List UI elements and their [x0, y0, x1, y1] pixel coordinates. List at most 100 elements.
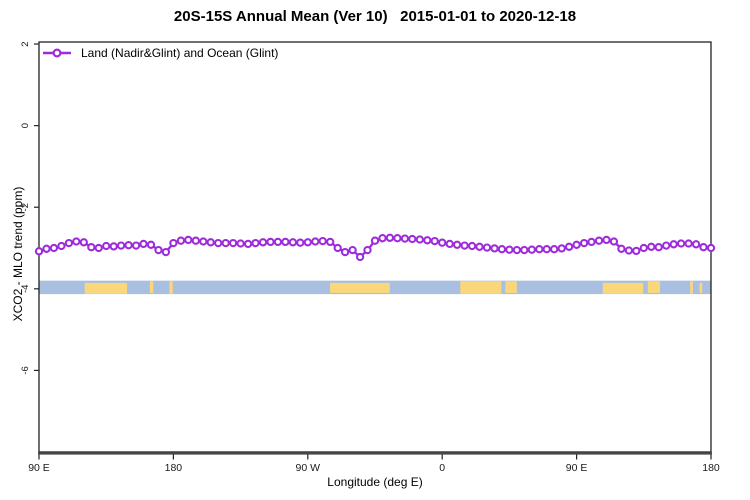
series-point: [199, 237, 208, 246]
series-point: [587, 237, 596, 247]
series-point: [318, 236, 327, 246]
series-point: [639, 243, 648, 253]
series-point: [430, 236, 439, 246]
land-patch: [505, 281, 517, 293]
series-point: [497, 245, 507, 254]
series-point: [542, 245, 551, 254]
land-patch: [690, 281, 693, 294]
legend-line-marker-icon: [43, 48, 71, 58]
land-patch: [699, 282, 703, 293]
series-point: [206, 238, 215, 247]
series-point: [452, 240, 462, 249]
series-point: [42, 244, 51, 253]
series-point: [355, 252, 365, 262]
series-point: [79, 238, 88, 247]
series-point: [676, 239, 686, 248]
series-point: [34, 247, 44, 256]
series-point: [647, 242, 656, 251]
series-point: [415, 235, 424, 244]
series-point: [706, 243, 716, 253]
series-point: [370, 236, 380, 245]
series-point: [512, 245, 522, 255]
series-point: [400, 234, 410, 243]
land-patch: [169, 281, 173, 294]
chart-title: 20S-15S Annual Mean (Ver 10) 2015-01-01 …: [173, 8, 577, 25]
series-point: [482, 243, 492, 252]
series-point: [266, 237, 275, 247]
legend-label: Land (Nadir&Glint) and Ocean (Glint): [81, 46, 279, 60]
series-point: [699, 243, 708, 252]
series-point: [467, 241, 477, 251]
series-point: [557, 244, 566, 253]
series-point: [131, 241, 141, 250]
series-point: [94, 243, 103, 253]
series-point: [326, 237, 335, 247]
land-patch: [149, 281, 154, 293]
series-point: [505, 245, 514, 254]
series-point: [72, 237, 81, 246]
series-point: [572, 240, 581, 249]
series-point: [669, 240, 678, 249]
y-tick-label: -4: [20, 285, 31, 293]
series-point: [527, 245, 536, 254]
series-point: [393, 234, 402, 243]
series-point: [408, 234, 417, 244]
series-point: [139, 239, 148, 249]
land-patch: [460, 281, 502, 294]
x-tick-label: 0: [439, 462, 445, 474]
series-point: [303, 238, 312, 247]
series-point: [169, 238, 178, 248]
x-tick-label: 180: [165, 462, 183, 474]
series-point: [438, 238, 447, 247]
series-point: [184, 235, 193, 245]
series-point: [579, 238, 589, 248]
series-point: [221, 238, 230, 248]
series-point: [57, 241, 66, 251]
series-point: [154, 245, 163, 255]
y-tick-label: -6: [20, 366, 31, 374]
x-tick-label: 90 W: [296, 462, 321, 474]
series-point: [632, 246, 641, 256]
series-point: [348, 245, 357, 255]
series-point: [176, 236, 186, 245]
series-point: [340, 247, 350, 257]
land-patch: [84, 282, 128, 294]
series-point: [385, 233, 395, 242]
series-point: [445, 239, 454, 249]
series-point: [654, 243, 663, 252]
y-axis-label: XCO2 - MLO trend (ppm): [11, 186, 25, 322]
series-point: [490, 244, 499, 253]
series-point: [109, 242, 118, 251]
series-point: [288, 238, 298, 247]
y-tick-label: -2: [20, 203, 31, 211]
series-point: [520, 245, 529, 255]
y-tick-label: 2: [20, 41, 31, 46]
x-tick-label: 180: [702, 462, 720, 474]
land-patch: [647, 281, 660, 293]
series-point: [684, 239, 693, 248]
series-point: [214, 238, 223, 248]
x-tick-label: 90 E: [566, 462, 588, 474]
series-point: [475, 242, 484, 251]
series-point: [333, 243, 342, 253]
series-point: [602, 235, 611, 245]
legend: Land (Nadir&Glint) and Ocean (Glint): [42, 46, 278, 60]
series-point: [423, 236, 432, 245]
x-axis-label: Longitude (deg E): [327, 475, 423, 489]
land-patch: [329, 282, 390, 293]
series-point: [617, 244, 626, 253]
series-point: [236, 239, 245, 248]
series-point: [535, 245, 544, 254]
series-point: [296, 238, 305, 247]
series-point: [243, 239, 253, 249]
x-tick-label: 90 E: [28, 462, 50, 474]
series-point: [311, 237, 320, 246]
series-point: [161, 247, 171, 257]
series-point: [49, 243, 59, 253]
series-point: [258, 238, 268, 247]
series-point: [191, 236, 200, 245]
series-point: [564, 242, 574, 251]
series-point: [378, 234, 387, 243]
series-point: [87, 243, 96, 252]
